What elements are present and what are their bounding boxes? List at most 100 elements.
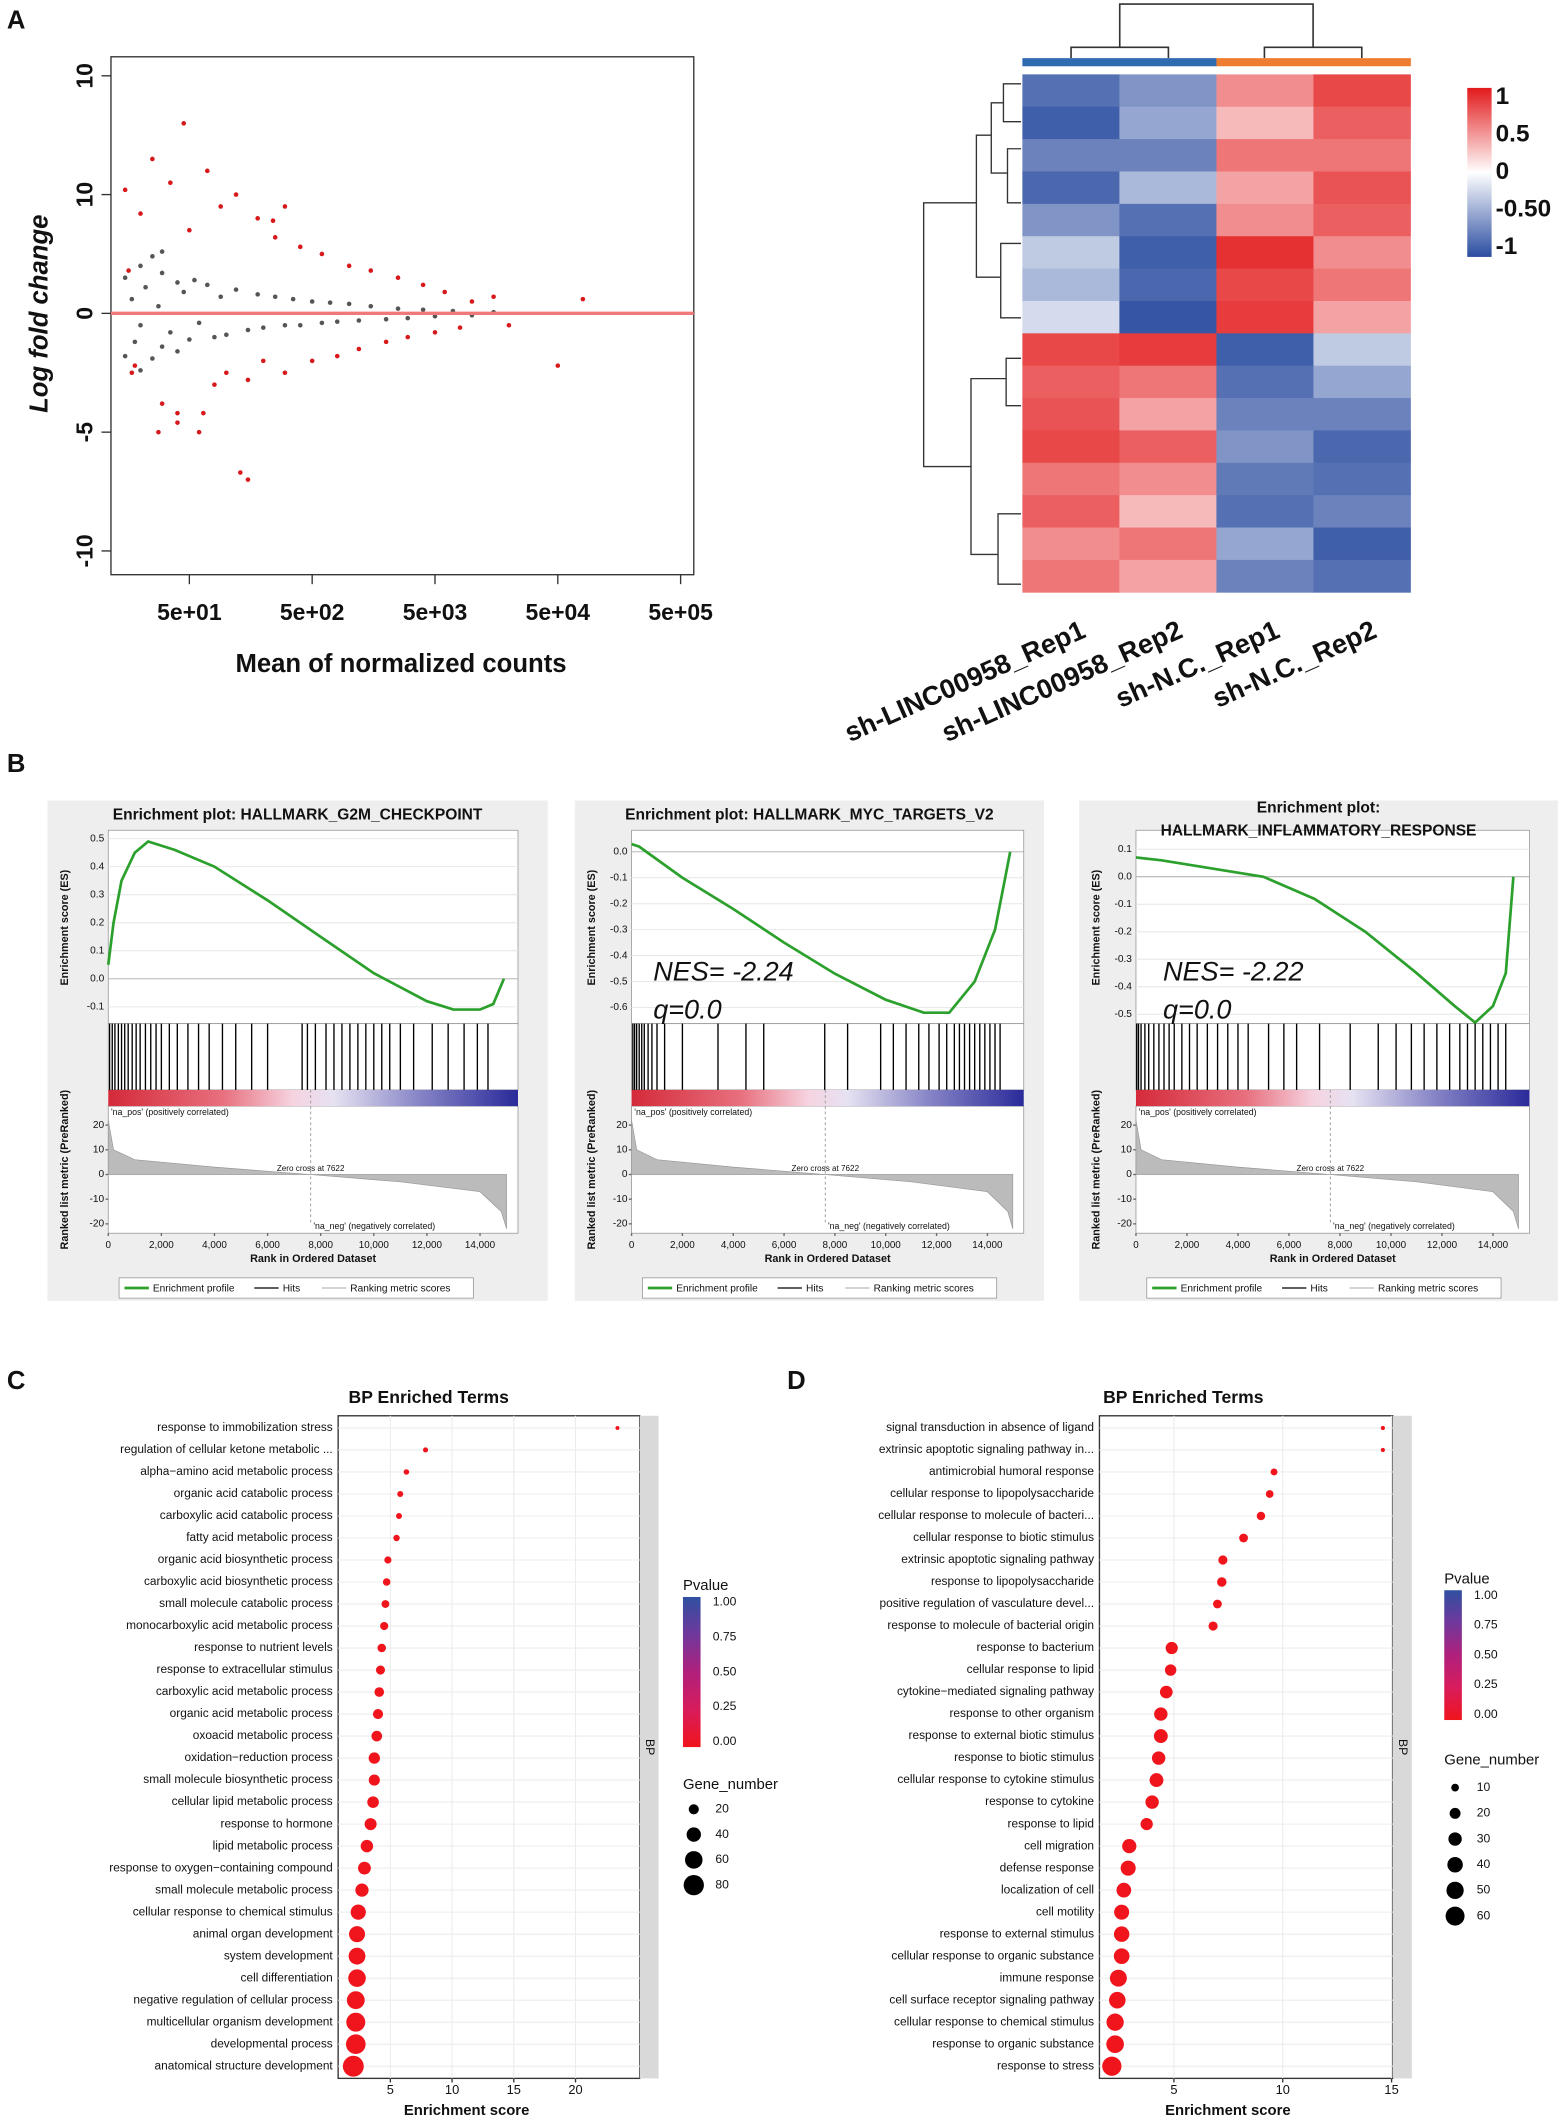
y-tick-label: 10: [93, 1144, 105, 1155]
size-legend-label: 60: [1477, 1908, 1491, 1922]
y-tick-label: -10: [72, 534, 98, 567]
dot: [395, 1512, 402, 1519]
y-tick-label: 10: [1121, 1144, 1133, 1155]
heatmap-cell: [1119, 236, 1217, 269]
size-legend-dot: [1445, 1906, 1465, 1926]
point: [270, 218, 276, 224]
dot: [1149, 1773, 1164, 1788]
point: [319, 320, 325, 326]
dot: [1145, 1795, 1159, 1809]
y-tick-label: response to lipopolysaccharide: [931, 1574, 1094, 1588]
heatmap-cell: [1216, 398, 1314, 431]
chart-title: HALLMARK_INFLAMMATORY_RESPONSE: [1161, 823, 1477, 840]
point: [196, 320, 202, 326]
plot-area: [110, 56, 695, 576]
dot: [377, 1643, 386, 1653]
negative-label: 'na_neg' (negatively correlated): [828, 1221, 950, 1231]
dot: [1102, 2056, 1122, 2076]
point: [405, 315, 411, 321]
metric-area-fill: [1135, 1120, 1519, 1229]
y-tick-label: cellular response to lipopolysaccharide: [890, 1486, 1094, 1500]
y-tick-label: response to other organism: [949, 1706, 1094, 1720]
point: [122, 353, 128, 359]
y-tick-label: response to external biotic stimulus: [909, 1728, 1095, 1742]
y-tick-label: response to stress: [997, 2058, 1094, 2072]
y-tick-label: system development: [224, 1948, 334, 1962]
legend-title: Gene_number: [1444, 1753, 1539, 1769]
size-legend-label: 20: [715, 1802, 729, 1816]
size-legend-dot: [683, 1875, 704, 1896]
zero-cross-label: Zero cross at 7622: [1297, 1164, 1365, 1173]
point: [150, 254, 155, 259]
heatmap-cell: [1022, 106, 1120, 140]
point: [420, 282, 426, 288]
heatmap-cell: [1022, 430, 1120, 464]
dot: [360, 1839, 374, 1853]
point: [420, 307, 426, 313]
dot: [1256, 1511, 1266, 1521]
dot: [615, 1425, 620, 1430]
dot: [382, 1578, 391, 1586]
y-tick-label: 0.2: [90, 917, 104, 928]
y-tick-label: anatomical structure development: [155, 2058, 334, 2072]
colorbar-tick-label: 1: [1496, 83, 1510, 110]
y-axis-label: Ranked list metric (PreRanked): [59, 1089, 71, 1249]
dot: [345, 2034, 366, 2055]
y-tick-label: 0: [72, 307, 98, 320]
point: [159, 270, 165, 276]
positive-label: 'na_pos' (positively correlated): [111, 1107, 229, 1117]
y-tick-label: cell differentiation: [241, 1970, 333, 1984]
x-axis-label: Rank in Ordered Dataset: [250, 1253, 376, 1265]
dot: [346, 1991, 365, 2010]
heatmap-cell: [1216, 559, 1314, 593]
point: [150, 356, 155, 361]
y-tick-label: response to extracellular stimulus: [157, 1662, 333, 1676]
heatmap-cell: [1119, 300, 1217, 334]
colorbar-tick-label: 0.75: [1474, 1618, 1498, 1632]
colorbar-tick-label: 0: [1496, 158, 1510, 185]
x-tick-label: 6,000: [255, 1240, 280, 1251]
y-tick-label: localization of cell: [1001, 1882, 1094, 1896]
negative-label: 'na_neg' (negatively correlated): [1333, 1221, 1455, 1231]
column-dendrogram: [1070, 3, 1363, 59]
point: [432, 313, 438, 319]
point: [205, 282, 210, 288]
point: [469, 299, 475, 304]
dot: [1270, 1468, 1278, 1476]
point: [346, 301, 352, 307]
point: [272, 294, 278, 300]
point: [156, 303, 161, 309]
y-tick-label: lipid metabolic process: [213, 1838, 333, 1852]
y-tick-label: 10: [72, 182, 98, 208]
dot: [349, 1926, 366, 1943]
x-tick-label: 2,000: [1175, 1240, 1200, 1251]
point: [175, 410, 180, 416]
point: [224, 332, 229, 338]
y-tick-label: 20: [93, 1120, 105, 1131]
point: [175, 420, 180, 425]
point: [159, 401, 165, 406]
y-tick-label: 0.0: [613, 846, 627, 857]
colorbar-tick-label: 0.50: [713, 1664, 737, 1678]
y-tick-label: cellular response to cytokine stimulus: [897, 1772, 1094, 1786]
dot: [348, 1969, 366, 1987]
dot: [371, 1730, 383, 1742]
y-tick-label: response to nutrient levels: [194, 1640, 333, 1654]
y-tick-label: cytokine−mediated signaling pathway: [897, 1684, 1094, 1698]
point: [457, 325, 463, 330]
y-tick-label: response to molecule of bacterial origin: [887, 1618, 1094, 1632]
x-tick-label: 2,000: [670, 1240, 695, 1251]
point: [156, 429, 161, 435]
enrichment-line: [106, 839, 506, 1011]
x-axis-label: Mean of normalized counts: [235, 650, 566, 678]
dot: [372, 1708, 384, 1720]
size-legend-dot: [686, 1827, 701, 1842]
x-tick-label: 4,000: [721, 1240, 746, 1251]
y-tick-label: 0.0: [90, 973, 104, 984]
x-tick-label: 5e+04: [526, 599, 591, 625]
dot: [1120, 1860, 1136, 1876]
colorbar-tick-label: 0.75: [713, 1629, 737, 1643]
x-tick-label: 5e+03: [403, 599, 468, 625]
q-label: q=0.0: [1163, 995, 1231, 1025]
point: [282, 322, 288, 328]
